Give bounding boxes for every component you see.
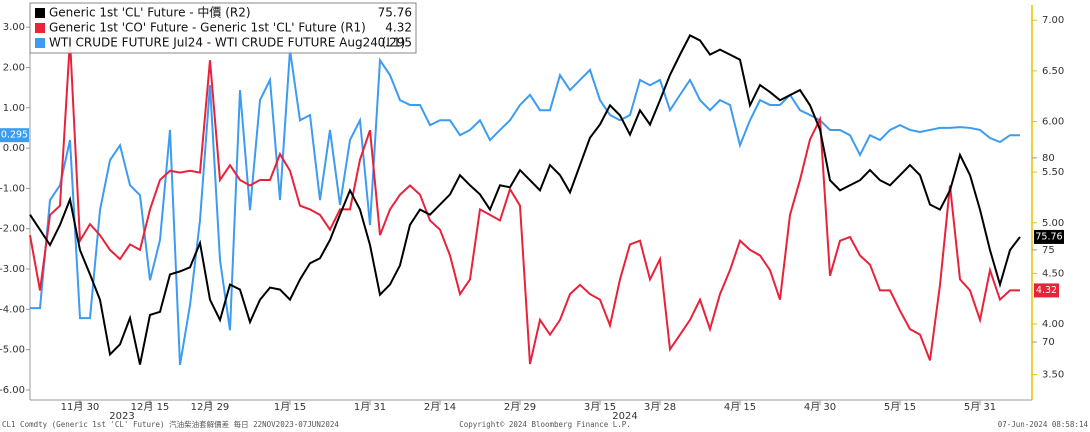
x-tick-label: 4月 30 [804,401,836,413]
last-value-tag [1034,283,1059,298]
y3-tick-label: 80 [1042,153,1055,164]
legend-value: 0.295 [378,36,412,50]
x-tick-label: 11月 30 [61,401,100,413]
y-tick-label: 0.00 [3,143,25,154]
last-value-tag [1034,229,1064,244]
legend-value: 75.76 [378,6,412,20]
footer-center: Copyright© 2024 Bloomberg Finance L.P. [459,420,631,429]
y2-tick-label: 6.50 [1042,66,1064,77]
x-group-label: 2024 [612,411,637,422]
y-tick-label: 2.00 [3,62,25,73]
legend-items: Generic 1st 'CL' Future - 中價 (R2) 75.76 Ge… [35,5,412,50]
y3-tick-label: 70 [1042,337,1055,348]
x-group-label: 2023 [109,411,134,422]
y-tick-label: -2.00 [0,224,25,235]
footer-left: CL1 Comdty (Generic 1st 'CL' Future) 汽油柴… [2,419,339,429]
y-tick-label: -6.00 [0,385,25,396]
series-line [29,34,1021,365]
series-line [30,50,1020,366]
x-tick-label: 3月 28 [644,401,676,413]
x-tick-label: 4月 15 [724,401,756,413]
y2-tick-label: 5.00 [1042,218,1064,229]
x-tick-label: 2月 14 [424,401,456,413]
y2-tick-label: 7.00 [1042,15,1064,26]
y-tick-label: 3.00 [3,22,25,33]
x-tick-label: 5月 31 [964,401,996,413]
last-value-label: 75.76 [1035,231,1062,242]
legend-value: 4.32 [385,21,412,35]
legend-label: Generic 1st 'CO' Future - Generic 1st 'C… [49,21,366,35]
legend [29,2,417,54]
x-tick-label: 3月 15 [584,401,616,413]
x-tick-label: 12月 29 [191,401,230,413]
y2-tick-label: 5.50 [1042,167,1064,178]
y2-tick-label: 3.50 [1042,370,1064,381]
last-value-label: 0.295 [1,130,28,141]
x-tick-label: 2月 29 [504,401,536,413]
y2-tick-label: 4.50 [1042,268,1064,279]
y3-tick-label: 75 [1042,245,1055,256]
y-tick-label: -5.00 [0,345,25,356]
legend-swatch [35,23,45,33]
legend-label: WTI CRUDE FUTURE Jul24 - WTI CRUDE FUTUR… [49,36,405,50]
series-line [29,39,1020,365]
y2-tick-label: 4.00 [1042,319,1064,330]
y-tick-label: -4.00 [0,304,25,315]
last-value-tag [0,128,29,143]
x-tick-label: 5月 15 [884,401,916,413]
plot: -6.00 -5.00 -4.00 -3.00 -2.00 -1.00 0.00 1.00 2.… [0,15,1064,422]
x-tick-label: 1月 15 [274,401,306,413]
legend-label: Generic 1st 'CL' Future - 中價 (R2) [49,5,251,20]
y-tick-label: -3.00 [0,264,25,275]
last-value-label: 4.32 [1036,285,1057,296]
x-tick-label: 1月 31 [354,401,386,413]
legend-swatch [35,8,45,18]
legend-swatch [35,38,45,48]
y2-tick-label: 6.00 [1042,116,1064,127]
x-tick-label: 12月 15 [131,401,170,413]
y-tick-label: -1.00 [0,183,25,194]
footer-right: 07-Jun-2024 08:58:14 [998,420,1089,429]
y-tick-label: 1.00 [3,103,25,114]
